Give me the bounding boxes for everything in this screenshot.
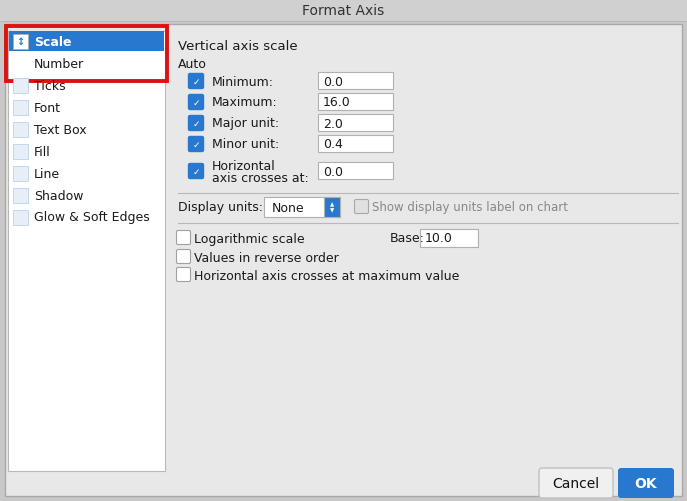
FancyBboxPatch shape [12, 188, 27, 203]
Text: OK: OK [635, 476, 657, 490]
FancyBboxPatch shape [264, 197, 340, 217]
FancyBboxPatch shape [318, 115, 393, 132]
Text: Number: Number [34, 58, 84, 70]
Text: Minor unit:: Minor unit: [212, 138, 279, 151]
Text: Font: Font [34, 101, 61, 114]
Text: Display units:: Display units: [178, 201, 263, 214]
Text: ▼: ▼ [330, 208, 334, 213]
Text: Format Axis: Format Axis [302, 4, 385, 18]
Text: ↕: ↕ [16, 37, 24, 47]
Text: Major unit:: Major unit: [212, 117, 279, 130]
Text: ✓: ✓ [192, 77, 200, 86]
Text: None: None [272, 201, 304, 214]
FancyBboxPatch shape [5, 25, 682, 496]
FancyBboxPatch shape [188, 164, 203, 179]
FancyBboxPatch shape [12, 78, 27, 93]
Text: Horizontal axis crosses at maximum value: Horizontal axis crosses at maximum value [194, 269, 460, 282]
FancyBboxPatch shape [12, 35, 27, 50]
Text: Line: Line [34, 167, 60, 180]
FancyBboxPatch shape [9, 32, 164, 52]
Text: Horizontal: Horizontal [212, 160, 275, 173]
Text: 0.4: 0.4 [323, 138, 343, 151]
FancyBboxPatch shape [177, 268, 190, 282]
FancyBboxPatch shape [324, 197, 340, 217]
Text: 10.0: 10.0 [425, 232, 453, 245]
Text: 0.0: 0.0 [323, 75, 343, 88]
Text: ✓: ✓ [192, 98, 200, 107]
Text: Vertical axis scale: Vertical axis scale [178, 41, 297, 54]
Text: Logarithmic scale: Logarithmic scale [194, 232, 304, 245]
FancyBboxPatch shape [12, 100, 27, 115]
FancyBboxPatch shape [188, 95, 203, 110]
FancyBboxPatch shape [177, 231, 190, 245]
FancyBboxPatch shape [539, 468, 613, 498]
Text: Minimum:: Minimum: [212, 75, 274, 88]
FancyBboxPatch shape [12, 166, 27, 181]
Text: Fill: Fill [34, 145, 51, 158]
FancyBboxPatch shape [8, 32, 165, 471]
Text: Values in reverse order: Values in reverse order [194, 251, 339, 264]
FancyBboxPatch shape [188, 116, 203, 131]
FancyBboxPatch shape [177, 250, 190, 264]
Text: Ticks: Ticks [34, 79, 66, 92]
Text: Show display units label on chart: Show display units label on chart [372, 201, 568, 214]
Text: Base:: Base: [390, 232, 425, 245]
FancyBboxPatch shape [188, 74, 203, 89]
FancyBboxPatch shape [188, 137, 203, 152]
Text: 0.0: 0.0 [323, 165, 343, 178]
FancyBboxPatch shape [318, 94, 393, 111]
FancyBboxPatch shape [318, 73, 393, 90]
FancyBboxPatch shape [420, 229, 478, 247]
Text: Scale: Scale [34, 36, 71, 49]
Text: Auto: Auto [178, 59, 207, 71]
Text: Cancel: Cancel [552, 476, 600, 490]
Text: Glow & Soft Edges: Glow & Soft Edges [34, 211, 150, 224]
Text: ▲: ▲ [330, 202, 334, 207]
Text: 16.0: 16.0 [323, 96, 351, 109]
Text: ✓: ✓ [192, 140, 200, 149]
Text: 2.0: 2.0 [323, 117, 343, 130]
Text: axis crosses at:: axis crosses at: [212, 172, 308, 185]
FancyBboxPatch shape [12, 122, 27, 137]
FancyBboxPatch shape [318, 163, 393, 180]
Text: Text Box: Text Box [34, 123, 87, 136]
Text: ✓: ✓ [192, 119, 200, 128]
FancyBboxPatch shape [12, 144, 27, 159]
Text: Maximum:: Maximum: [212, 96, 278, 109]
FancyBboxPatch shape [0, 0, 687, 22]
FancyBboxPatch shape [12, 210, 27, 225]
Text: Shadow: Shadow [34, 189, 84, 202]
Text: ✓: ✓ [192, 167, 200, 176]
FancyBboxPatch shape [618, 468, 674, 498]
FancyBboxPatch shape [354, 200, 368, 214]
FancyBboxPatch shape [318, 136, 393, 153]
